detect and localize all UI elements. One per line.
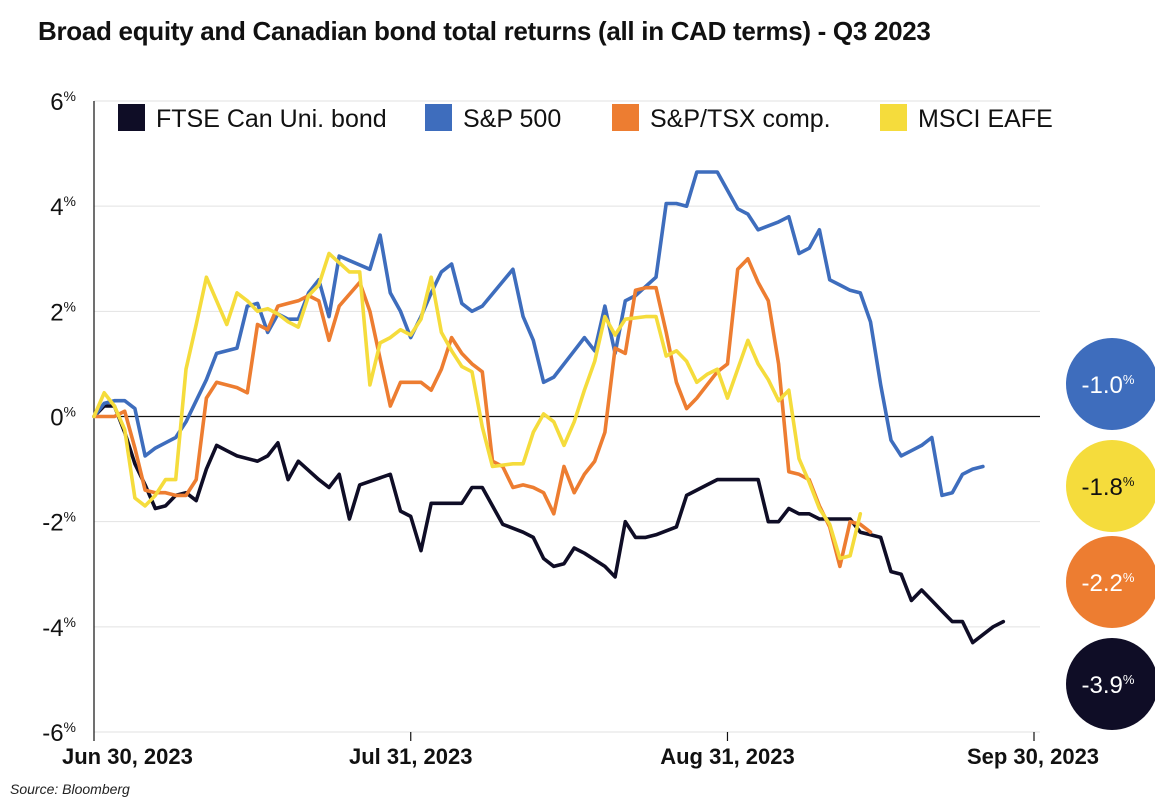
badge-label-3: -1.8%	[1082, 474, 1135, 501]
badge-circle-2	[1066, 536, 1155, 628]
badge-value: -3.9	[1082, 672, 1123, 699]
badge-circle-0	[1066, 638, 1155, 730]
badge-unit: %	[1123, 570, 1135, 585]
legend-swatch-1	[425, 104, 452, 131]
y-tick-unit: %	[64, 614, 76, 630]
legend-label-0: FTSE Can Uni. bond	[156, 105, 387, 133]
x-tick-label: Aug 31, 2023	[660, 744, 795, 769]
axis-layer: 6%4%2%0%-2%-4%-6%Jun 30, 2023 Jul 31, 202…	[42, 88, 1099, 769]
badge-value: -2.2	[1082, 570, 1123, 597]
y-tick-value: 6	[50, 89, 63, 116]
x-tick-label: Jun 30, 2023	[62, 744, 193, 769]
badge-value: -1.0	[1082, 372, 1123, 399]
legend-label-1: S&P 500	[463, 105, 561, 133]
y-tick-unit: %	[64, 509, 76, 525]
badge-label-0: -3.9%	[1082, 672, 1135, 699]
badge-unit: %	[1123, 474, 1135, 489]
badge-label-1: -1.0%	[1082, 372, 1135, 399]
y-tick-unit: %	[64, 193, 76, 209]
badge-value: -1.8	[1082, 474, 1123, 501]
y-tick-label: -2%	[42, 509, 76, 537]
legend-label-2: S&P/TSX comp.	[650, 105, 831, 133]
badge-circle-1	[1066, 338, 1155, 430]
y-tick-unit: %	[64, 719, 76, 735]
y-tick-label: -6%	[42, 719, 76, 747]
badge-unit: %	[1123, 372, 1135, 387]
y-tick-label: -4%	[42, 614, 76, 642]
chart-title: Broad equity and Canadian bond total ret…	[38, 16, 931, 46]
series-line-1	[92, 170, 985, 498]
x-tick-label: Sep 30, 2023	[967, 744, 1099, 769]
y-tick-value: -6	[42, 720, 63, 747]
y-tick-unit: %	[64, 404, 76, 420]
series-line-0	[92, 404, 1006, 645]
y-tick-unit: %	[64, 298, 76, 314]
x-tick-label: Jul 31, 2023	[349, 744, 473, 769]
badge-unit: %	[1123, 672, 1135, 687]
legend-label-3: MSCI EAFE	[918, 105, 1053, 133]
y-tick-unit: %	[64, 88, 76, 104]
legend: FTSE Can Uni. bond S&P 500 S&P/TSX comp. MS…	[118, 104, 1053, 133]
y-tick-label: 0%	[50, 404, 76, 432]
badge-label-2: -2.2%	[1082, 570, 1135, 597]
y-tick-value: 0	[50, 405, 63, 432]
legend-swatch-3	[880, 104, 907, 131]
series-layer	[92, 170, 1006, 645]
y-tick-label: 6%	[50, 88, 76, 116]
series-line-3	[92, 251, 863, 561]
y-tick-label: 4%	[50, 193, 76, 221]
y-tick-value: 4	[50, 194, 63, 221]
y-tick-label: 2%	[50, 298, 76, 326]
end-value-badges: -1.0%-1.8%-2.2%-3.9%	[1066, 338, 1155, 730]
grid-layer	[94, 100, 1040, 733]
y-tick-value: -4	[42, 615, 63, 642]
badge-circle-3	[1066, 440, 1155, 532]
y-tick-value: 2	[50, 299, 63, 326]
legend-swatch-0	[118, 104, 145, 131]
legend-swatch-2	[612, 104, 639, 131]
y-tick-value: -2	[42, 510, 63, 537]
source-note: Source: Bloomberg	[10, 781, 130, 797]
